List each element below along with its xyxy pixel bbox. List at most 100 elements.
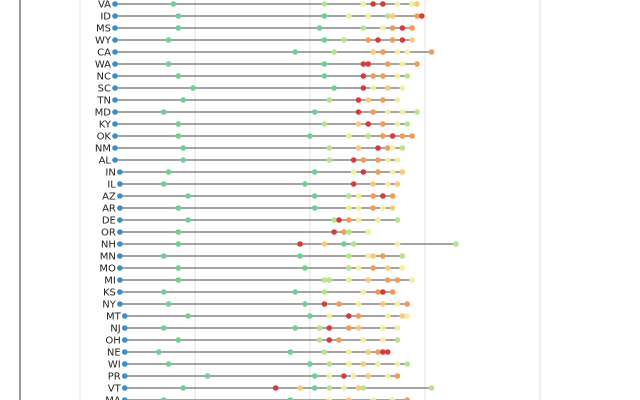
point-oh-6: [394, 337, 401, 343]
point-tn-1: [326, 97, 333, 103]
point-ca-4: [394, 49, 401, 55]
start-point-ny: [117, 301, 123, 307]
start-point-nm: [112, 145, 118, 151]
point-ny-2: [321, 301, 328, 307]
point-mi-5: [384, 277, 391, 283]
point-nh-0: [175, 241, 182, 247]
point-ma-4: [370, 397, 376, 400]
point-mi-0: [175, 277, 182, 283]
point-ky-4: [380, 121, 386, 127]
point-nm-3: [375, 145, 381, 151]
point-ks-0: [160, 289, 167, 295]
point-pr-6: [384, 373, 391, 379]
state-label-oh: OH: [105, 336, 120, 347]
point-pr-0: [204, 373, 211, 379]
point-ar-6: [389, 205, 396, 211]
point-tn-2: [355, 97, 362, 103]
point-nc-4: [380, 73, 386, 79]
point-or-1: [331, 229, 337, 235]
point-in-2: [350, 169, 357, 175]
point-vt-5: [341, 385, 347, 391]
start-point-ar: [117, 205, 123, 211]
point-id-5: [389, 13, 396, 19]
point-de-2: [336, 217, 342, 223]
state-label-tn: TN: [96, 96, 111, 107]
point-wi-3: [345, 361, 352, 367]
state-label-az: AZ: [102, 192, 116, 203]
point-in-5: [389, 169, 396, 175]
point-ok-0: [175, 133, 182, 139]
point-nc-5: [394, 73, 401, 79]
start-point-nc: [112, 73, 118, 79]
point-tn-3: [365, 97, 372, 103]
point-mt-5: [384, 313, 391, 319]
state-label-or: OR: [101, 228, 116, 239]
state-label-ma: MA: [105, 396, 121, 400]
point-il-5: [394, 181, 401, 187]
point-md-0: [160, 109, 167, 115]
point-nm-2: [355, 145, 362, 151]
point-nh-5: [394, 241, 401, 247]
point-ma-3: [345, 397, 352, 400]
point-nj-3: [326, 325, 333, 331]
state-label-mo: MO: [99, 264, 116, 275]
start-point-wa: [112, 61, 118, 67]
point-mo-4: [370, 265, 376, 271]
point-nc-6: [404, 73, 411, 79]
point-il-1: [302, 181, 308, 187]
point-ca-5: [404, 49, 411, 55]
point-md-3: [370, 109, 376, 115]
point-pr-1: [311, 373, 318, 379]
start-point-mo: [117, 265, 123, 271]
state-label-va: VA: [98, 0, 111, 11]
point-ny-0: [165, 301, 172, 307]
start-point-id: [112, 13, 118, 19]
point-tn-0: [180, 97, 186, 103]
point-md-4: [384, 109, 391, 115]
point-ma-6: [404, 397, 410, 400]
point-wa-5: [399, 61, 406, 67]
point-nc-0: [175, 73, 182, 79]
start-point-oh: [121, 337, 128, 343]
point-ms-4: [389, 25, 396, 31]
point-ne-4: [365, 349, 372, 355]
point-id-1: [321, 13, 328, 19]
point-va-1: [321, 1, 328, 7]
start-point-nh: [117, 241, 123, 247]
point-ok-2: [345, 133, 352, 139]
start-point-va: [112, 1, 118, 7]
point-mi-7: [409, 277, 415, 283]
point-ks-6: [389, 289, 396, 295]
state-label-wy: WY: [95, 36, 112, 47]
point-wi-4: [360, 361, 367, 367]
point-az-1: [311, 193, 318, 199]
state-label-mt: MT: [106, 312, 122, 323]
start-point-in: [117, 169, 123, 175]
point-nj-0: [160, 325, 167, 331]
point-ok-7: [409, 133, 415, 139]
point-az-2: [345, 193, 352, 199]
start-point-wy: [112, 37, 118, 43]
state-label-wi: WI: [108, 360, 121, 371]
start-point-wi: [121, 361, 128, 367]
point-ca-2: [370, 49, 376, 55]
point-oh-3: [336, 337, 342, 343]
point-ma-0: [160, 397, 167, 400]
state-label-id: ID: [100, 12, 111, 23]
point-mi-3: [345, 277, 352, 283]
point-in-1: [311, 169, 318, 175]
point-id-6: [414, 13, 420, 19]
start-point-tn: [112, 97, 118, 103]
point-mo-0: [175, 265, 182, 271]
point-wa-1: [321, 61, 328, 67]
start-point-or: [117, 229, 123, 235]
point-ny-6: [394, 301, 401, 307]
point-va-5: [394, 1, 401, 7]
state-label-nh: NH: [101, 240, 116, 251]
point-ar-3: [355, 205, 362, 211]
state-label-al: AL: [99, 156, 112, 167]
state-label-ky: KY: [99, 120, 112, 131]
start-point-ma: [121, 397, 128, 400]
point-mt-3: [345, 313, 352, 319]
point-ks-5: [380, 289, 386, 295]
